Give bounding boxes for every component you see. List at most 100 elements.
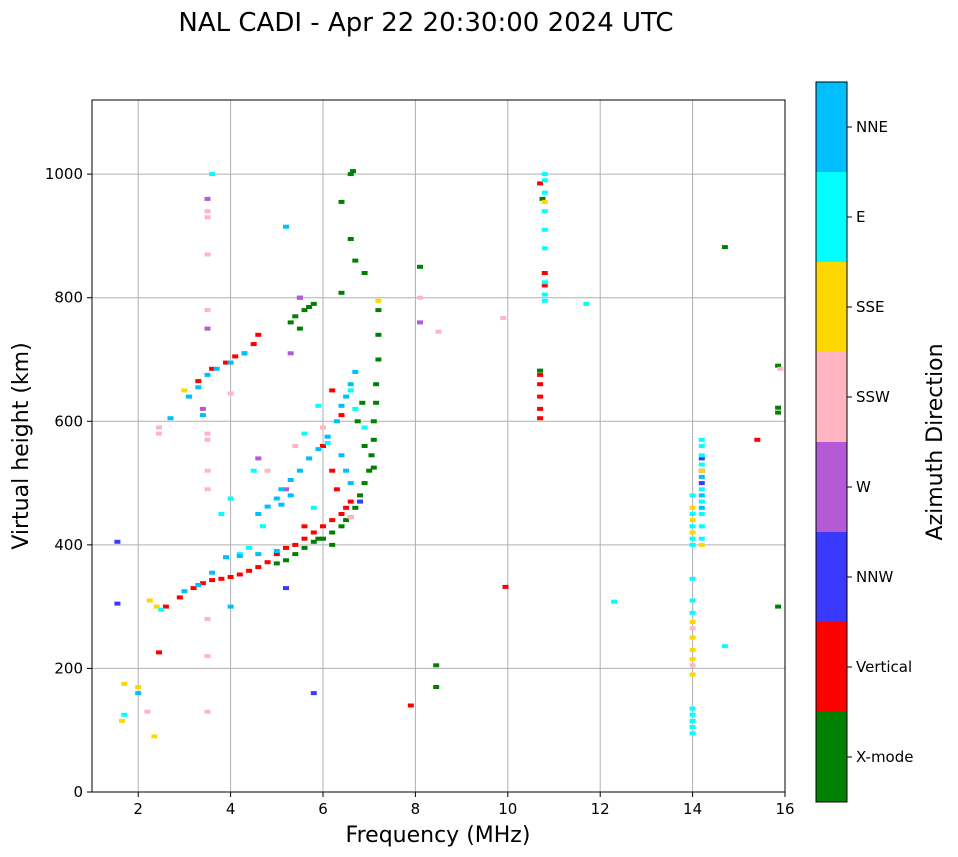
data-point-nne (273, 549, 280, 553)
data-point-e (689, 610, 696, 615)
data-point-w (287, 351, 294, 356)
data-point-ssw (144, 709, 151, 714)
data-point-x-mode (775, 410, 782, 415)
data-point-nne (287, 493, 294, 498)
data-point-nne (135, 691, 142, 696)
data-point-x-mode (775, 363, 782, 368)
data-point-nne (167, 416, 174, 421)
data-point-nne (347, 481, 354, 486)
data-point-ssw (204, 654, 211, 659)
data-points (114, 169, 784, 739)
data-point-w (199, 406, 206, 411)
data-point-x-mode (338, 290, 345, 295)
data-point-vertical (190, 586, 197, 591)
data-point-ssw (435, 329, 442, 334)
data-point-e (698, 462, 705, 467)
data-point-e (541, 209, 548, 214)
colorbar-tick-label: SSW (856, 388, 890, 406)
data-point-vertical (301, 524, 308, 529)
data-point-x-mode (433, 685, 440, 689)
data-point-x-mode (361, 271, 368, 275)
data-point-w (204, 326, 211, 331)
data-point-e (689, 706, 696, 711)
data-point-x-mode (373, 400, 380, 405)
data-point-e (227, 496, 234, 501)
data-point-nnw (698, 481, 705, 486)
data-point-x-mode (433, 663, 440, 668)
data-point-x-mode (287, 320, 294, 325)
data-point-x-mode (537, 368, 544, 373)
data-point-x-mode (370, 465, 377, 470)
data-point-e (689, 524, 696, 529)
data-point-x-mode (368, 453, 375, 458)
data-point-vertical (329, 388, 336, 393)
data-point-vertical (292, 542, 299, 547)
plot-frame (91, 99, 786, 793)
data-point-e (583, 301, 590, 306)
data-point-vertical (209, 366, 216, 371)
grid-layer (92, 100, 785, 792)
colorbar-tick-label: E (856, 208, 865, 226)
data-point-nne (273, 496, 280, 501)
data-point-vertical (338, 413, 345, 418)
data-point-vertical (754, 437, 761, 442)
colorbar-segment-ssw (816, 352, 847, 442)
data-point-vertical (301, 536, 308, 541)
data-point-e (698, 487, 705, 492)
data-point-w (283, 487, 289, 492)
data-point-x-mode (370, 437, 377, 442)
data-point-vertical (541, 283, 548, 288)
data-point-vertical (537, 394, 544, 399)
data-point-sse (689, 620, 696, 625)
data-point-vertical (310, 530, 317, 535)
data-point-sse (375, 298, 382, 303)
data-point-vertical (502, 584, 509, 589)
data-point-sse (689, 505, 696, 510)
data-point-x-mode (338, 199, 345, 204)
data-point-e (259, 524, 266, 529)
data-point-w (296, 295, 303, 300)
data-point-ssw (689, 663, 696, 668)
colorbar-tick-label: NNE (856, 118, 888, 136)
data-point-e (689, 712, 696, 717)
data-point-e (541, 172, 548, 177)
data-point-e (698, 437, 705, 442)
data-point-ssw (204, 468, 211, 473)
data-point-x-mode (338, 524, 345, 529)
data-point-sse (153, 604, 160, 609)
colorbar-tick-label: W (856, 478, 871, 496)
data-point-w (204, 196, 211, 201)
data-point-nne (698, 505, 705, 510)
data-point-sse (698, 542, 705, 547)
y-tick-label: 800 (54, 289, 83, 307)
colorbar-tick-label: SSE (856, 298, 885, 316)
data-point-x-mode (301, 308, 308, 313)
colorbar-segment-nnw (816, 532, 847, 622)
data-point-vertical (537, 181, 544, 186)
data-point-x-mode (343, 518, 350, 523)
data-point-nne (278, 487, 285, 492)
data-point-vertical (329, 518, 336, 523)
x-tick-label: 14 (683, 800, 702, 818)
data-point-sse (689, 635, 696, 640)
data-point-x-mode (357, 493, 363, 498)
data-point-vertical (541, 271, 548, 275)
data-point-sse (135, 685, 142, 689)
data-point-ssw (777, 366, 784, 371)
data-point-x-mode (539, 196, 546, 201)
data-point-sse (119, 718, 125, 723)
data-point-sse (689, 657, 696, 662)
data-point-vertical (156, 650, 162, 655)
data-point-sse (689, 672, 696, 677)
data-point-e (698, 512, 705, 516)
data-point-x-mode (354, 419, 361, 424)
data-point-e (698, 524, 705, 529)
data-point-sse (151, 734, 158, 739)
data-point-x-mode (721, 245, 728, 250)
data-point-ssw (264, 468, 271, 473)
data-point-e (301, 431, 308, 436)
data-point-x-mode (320, 536, 326, 541)
x-tick-label: 2 (133, 800, 143, 818)
data-point-vertical (320, 444, 326, 448)
data-point-nne (698, 474, 705, 479)
